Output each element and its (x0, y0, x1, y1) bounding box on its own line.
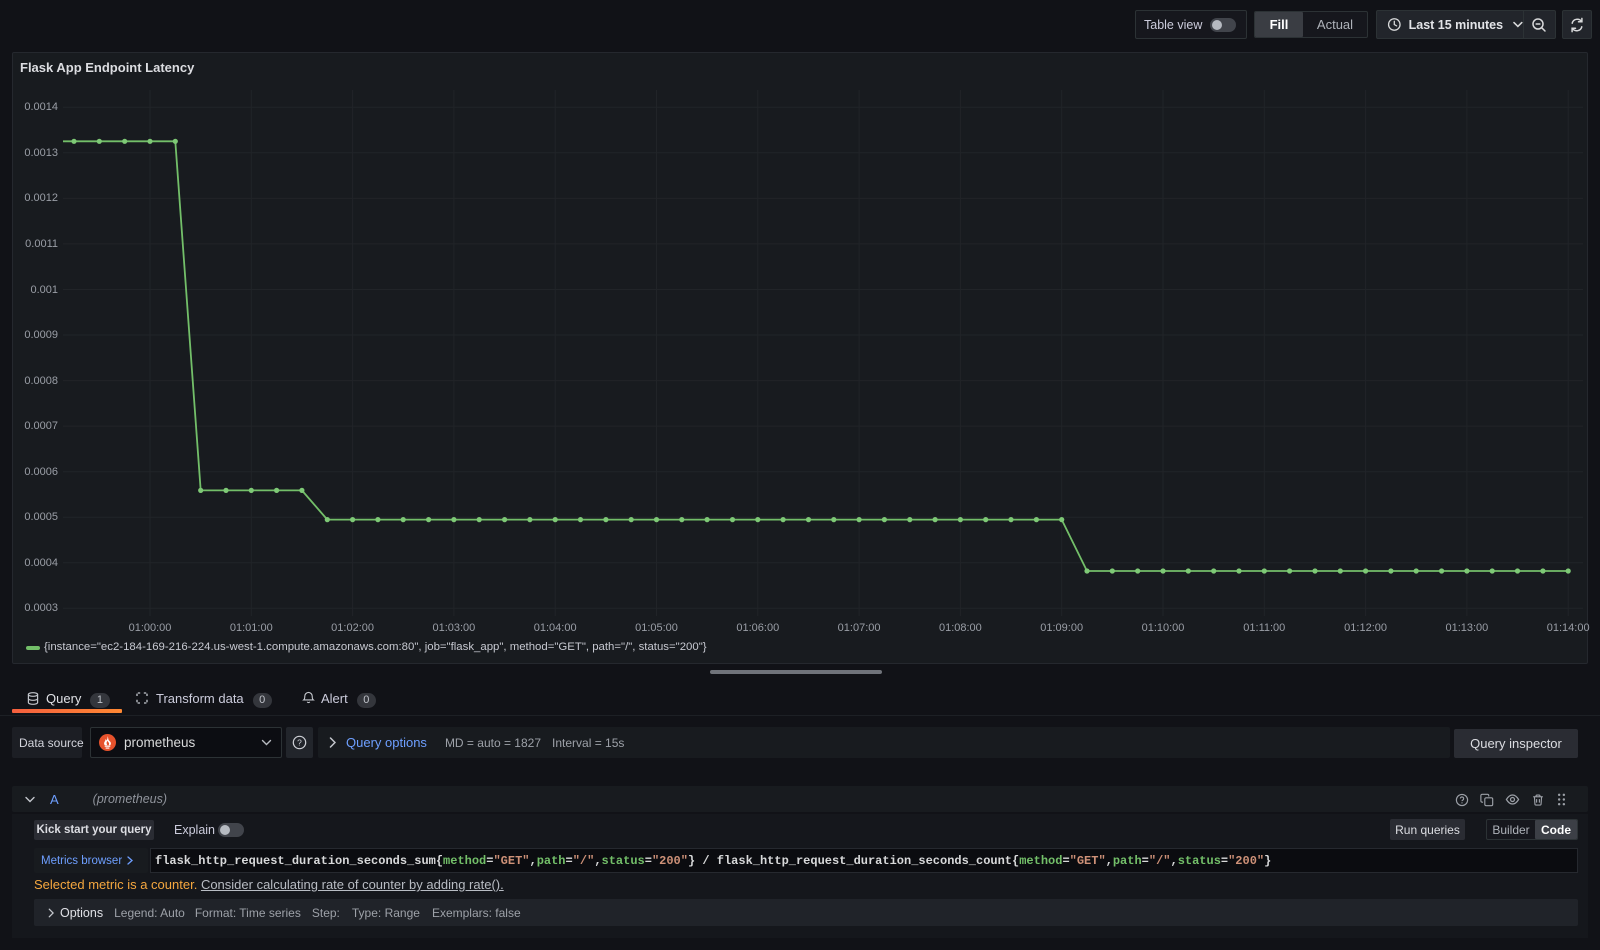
svg-text:?: ? (297, 738, 302, 748)
